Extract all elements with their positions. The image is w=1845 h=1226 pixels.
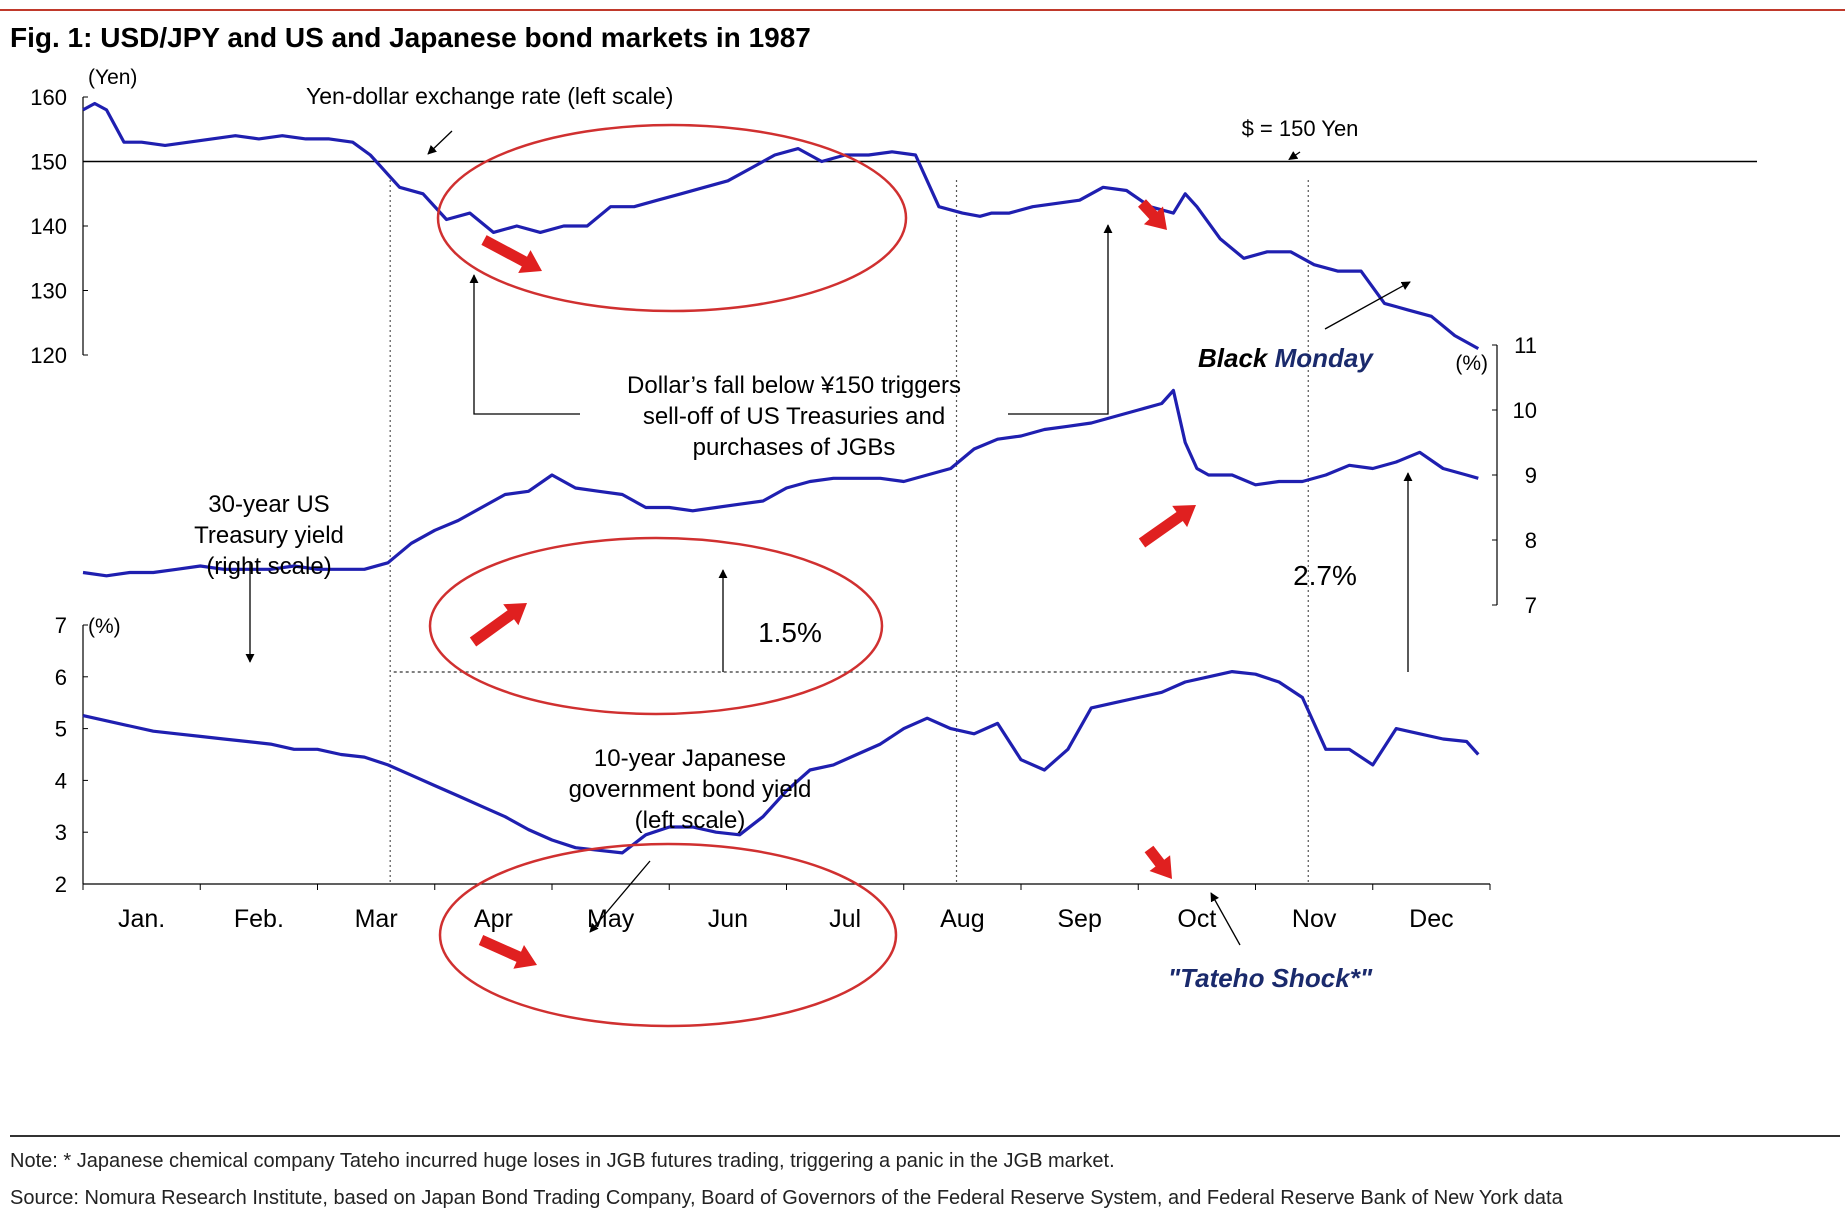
- rise-label-2: 2.7%: [1293, 560, 1357, 591]
- jgb-tick-label: 2: [55, 872, 67, 897]
- highlight-ellipse-2: [428, 536, 884, 716]
- ust-tick-label: 11: [1514, 333, 1537, 358]
- series-line-ust: [82, 388, 1479, 578]
- highlight-ellipse-3: [438, 842, 898, 1028]
- black-monday-word-2: Monday: [1275, 343, 1375, 373]
- trigger-text-line-3: purchases of JGBs: [693, 434, 896, 461]
- tateho-pointer: [1210, 892, 1241, 946]
- yen-tick-label: 130: [30, 279, 67, 304]
- red-arrow-down-jgb-aug: [1144, 845, 1172, 879]
- yen-tick-label: 120: [30, 343, 67, 368]
- jgb-label-pointer: [589, 860, 651, 933]
- red-arrow-up-ust: [469, 603, 527, 647]
- ust-tick-label: 7: [1525, 593, 1537, 618]
- x-tick-label-aug: Aug: [940, 905, 984, 933]
- jgb-series-label-line-1: 10-year Japanese: [594, 745, 786, 772]
- footnote-source: Source: Nomura Research Institute, based…: [10, 1187, 1563, 1209]
- ust-series-label-line-3: (right scale): [206, 553, 331, 580]
- reference-line-label: $ = 150 Yen: [1242, 116, 1359, 141]
- jgb-tick-label: 6: [55, 665, 67, 690]
- tateho-shock-label: "Tateho Shock*": [1168, 963, 1373, 993]
- chart: 160 150 140 130 120 (Yen) 11 10 9 8 7 (%) 7 6 5 4 3 2 (%) J…: [30, 66, 1757, 1028]
- x-tick-label-jun: Jun: [708, 905, 748, 933]
- x-tick-label-may: May: [587, 905, 635, 933]
- black-monday-label: Black Monday: [1198, 343, 1374, 373]
- black-monday-word-1: Black: [1198, 343, 1275, 373]
- yen-unit-label: (Yen): [88, 66, 137, 89]
- trigger-bracket-right: [1008, 224, 1113, 415]
- ust-tick-label: 10: [1513, 398, 1537, 423]
- footnote-note: Note: * Japanese chemical company Tateho…: [10, 1150, 1115, 1172]
- ust-tick-label: 9: [1525, 463, 1537, 488]
- red-arrow-down-jgb: [478, 935, 537, 969]
- jgb-tick-label: 4: [55, 768, 67, 793]
- x-tick-label-sep: Sep: [1057, 905, 1101, 933]
- series-line-jgb: [82, 669, 1480, 855]
- yen-tick-label: 150: [30, 150, 67, 175]
- trigger-text-line-1: Dollar’s fall below ¥150 triggers: [627, 372, 961, 399]
- trigger-text-line-2: sell-off of US Treasuries and: [643, 403, 945, 430]
- jgb-tick-label: 5: [55, 717, 67, 742]
- red-arrow-up-ust-aug: [1138, 505, 1196, 548]
- bottom-rule: [10, 1135, 1840, 1137]
- rise-label-1: 1.5%: [758, 617, 822, 648]
- red-arrow-down-yen-aug: [1138, 199, 1167, 230]
- yen-label-pointer: [427, 130, 453, 155]
- x-tick-label-jul: Jul: [829, 905, 861, 933]
- jgb-series-label-line-3: (left scale): [635, 807, 746, 834]
- ust-series-label-line-2: Treasury yield: [194, 522, 344, 549]
- x-tick-label-oct: Oct: [1177, 905, 1216, 933]
- yen-series-label: Yen-dollar exchange rate (left scale): [306, 83, 673, 109]
- yen-tick-label: 140: [30, 214, 67, 239]
- jgb-series-label-line-2: government bond yield: [569, 776, 812, 803]
- reference-line-pointer: [1288, 151, 1301, 161]
- x-tick-label-mar: Mar: [355, 905, 398, 933]
- x-tick-label-dec: Dec: [1409, 905, 1453, 933]
- trigger-bracket-left: [469, 274, 580, 415]
- black-monday-pointer: [1324, 281, 1411, 330]
- ust-unit-label: (%): [1455, 352, 1488, 375]
- x-tick-label-nov: Nov: [1292, 905, 1337, 933]
- jgb-tick-label: 7: [55, 613, 67, 638]
- x-tick-label-jan: Jan.: [118, 905, 165, 933]
- x-tick-label-feb: Feb.: [234, 905, 284, 933]
- series-line-yen: [82, 101, 1480, 351]
- figure-title: Fig. 1: USD/JPY and US and Japanese bond…: [10, 22, 811, 53]
- top-rule: [0, 9, 1845, 11]
- jgb-tick-label: 3: [55, 820, 67, 845]
- yen-tick-label: 160: [30, 85, 67, 110]
- ust-series-label-line-1: 30-year US: [208, 491, 329, 518]
- x-tick-label-apr: Apr: [474, 905, 513, 933]
- highlight-ellipse-1: [436, 123, 908, 313]
- ust-tick-label: 8: [1525, 528, 1537, 553]
- jgb-unit-label: (%): [88, 615, 121, 638]
- red-arrow-down-yen: [481, 235, 542, 273]
